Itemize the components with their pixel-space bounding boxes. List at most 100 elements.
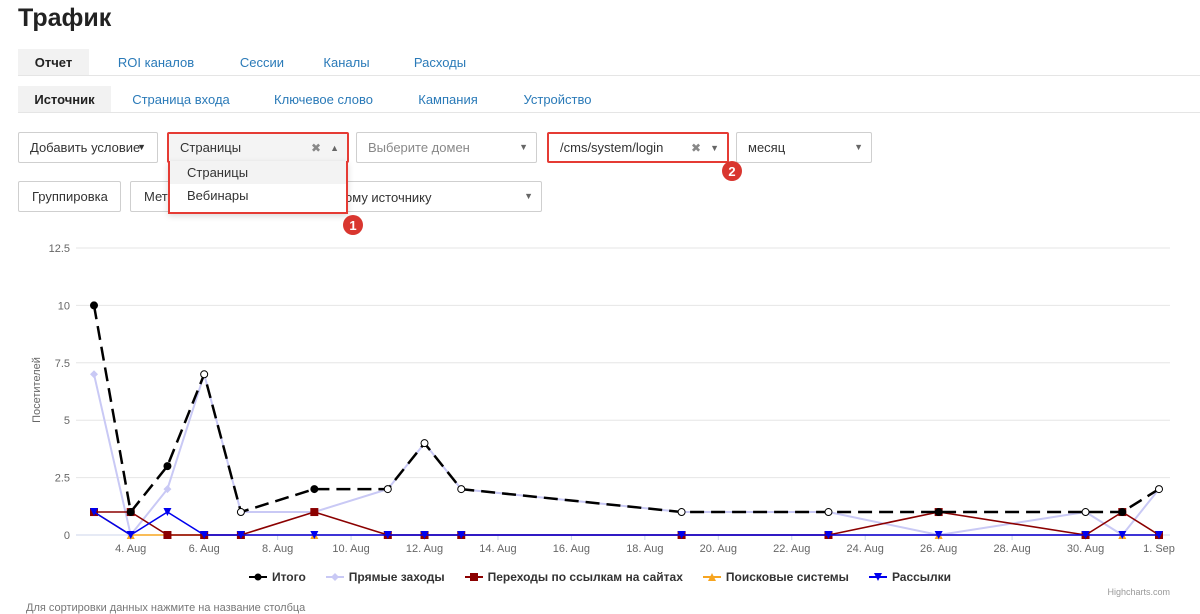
x-axis: 4. Aug 6. Aug 8. Aug 10. Aug 12. Aug 14. Aug 1… bbox=[115, 535, 1175, 555]
x-tick-label: 10. Aug bbox=[332, 543, 369, 555]
period-select[interactable]: месяц ▼ bbox=[736, 132, 872, 163]
series-referral-point bbox=[457, 531, 466, 539]
series-mail-line bbox=[93, 511, 1159, 536]
period-select-value: месяц bbox=[748, 140, 786, 155]
legend-label-total: Итого bbox=[271, 570, 306, 584]
tab-campaign[interactable]: Кампания bbox=[418, 91, 478, 107]
chart-grid bbox=[76, 247, 1170, 536]
series-search-point bbox=[1155, 531, 1163, 539]
series-direct-point bbox=[236, 508, 245, 517]
type-dropdown-menu: Страницы Вебинары bbox=[168, 161, 348, 214]
series-mail-point bbox=[1081, 531, 1090, 539]
add-condition-button[interactable]: Добавить условие ▼ bbox=[18, 132, 158, 163]
tab-landing-page[interactable]: Страница входа bbox=[132, 91, 230, 107]
subtabbar-divider bbox=[18, 112, 1200, 113]
domain-select[interactable]: Выберите домен ▼ bbox=[356, 132, 537, 163]
legend-item-search[interactable]: Поисковые системы bbox=[702, 570, 849, 584]
series-direct-point bbox=[126, 531, 135, 539]
tab-expenses[interactable]: Расходы bbox=[413, 54, 467, 70]
page-select[interactable]: /cms/system/login ✖ ▼ bbox=[547, 132, 729, 163]
series-search-point bbox=[677, 531, 686, 539]
annotation-badge-2: 2 bbox=[722, 161, 742, 181]
series-referral-point bbox=[236, 531, 245, 539]
series-referral-point bbox=[200, 531, 209, 539]
tab-sessions[interactable]: Сессии bbox=[239, 54, 285, 70]
clear-icon[interactable]: ✖ bbox=[690, 141, 701, 155]
chart-legend: Итого Прямые заходы Переходы по ссылкам … bbox=[0, 570, 1200, 584]
legend-marker-diamond-icon bbox=[325, 573, 344, 581]
series-search-point bbox=[824, 531, 833, 539]
series-direct-point bbox=[200, 370, 209, 379]
tab-roi-channels[interactable]: ROI каналов bbox=[117, 54, 195, 70]
series-referral-point bbox=[383, 531, 392, 539]
series-total-point bbox=[90, 301, 98, 310]
series-search-point bbox=[1081, 531, 1090, 539]
legend-item-referral[interactable]: Переходы по ссылкам на сайтах bbox=[464, 570, 683, 584]
series-direct-point bbox=[383, 485, 392, 494]
series-referral-point bbox=[1118, 508, 1127, 517]
type-select[interactable]: Страницы ✖ ▲ bbox=[167, 132, 349, 163]
series-search-point bbox=[457, 531, 466, 539]
y-axis: 0 2.5 5 7.5 10 12.5 bbox=[49, 243, 70, 542]
y-tick-label: 10 bbox=[58, 300, 70, 312]
series-total-point bbox=[420, 439, 429, 448]
series-direct-point bbox=[1081, 508, 1090, 517]
series-total-line bbox=[92, 305, 1160, 514]
tab-source[interactable]: Источник bbox=[18, 86, 111, 112]
primary-tabs: Отчет ROI каналов Сессии Каналы Расходы bbox=[18, 49, 488, 75]
domain-placeholder: Выберите домен bbox=[368, 140, 470, 155]
legend-label-direct: Прямые заходы bbox=[348, 570, 445, 584]
source-partial-label: ому источнику bbox=[345, 190, 432, 205]
chevron-down-icon: ▼ bbox=[854, 142, 863, 152]
y-tick-label: 5 bbox=[64, 415, 70, 427]
chart-series bbox=[90, 301, 1163, 539]
type-select-value: Страницы bbox=[180, 140, 242, 155]
legend-item-total[interactable]: Итого bbox=[248, 570, 306, 584]
series-search-point bbox=[934, 531, 943, 539]
tab-report[interactable]: Отчет bbox=[18, 49, 89, 75]
series-direct-point bbox=[163, 485, 172, 494]
series-mail-point bbox=[457, 531, 466, 539]
page-select-value: /cms/system/login bbox=[560, 140, 664, 155]
tab-device[interactable]: Устройство bbox=[523, 91, 592, 107]
series-search-point bbox=[1118, 531, 1127, 539]
series-referral-point bbox=[126, 508, 135, 517]
tab-keyword[interactable]: Ключевое слово bbox=[274, 91, 373, 107]
legend-item-mail[interactable]: Рассылки bbox=[868, 570, 951, 584]
x-tick-label: 16. Aug bbox=[553, 543, 590, 555]
page-title: Трафик bbox=[18, 4, 112, 32]
series-direct-point bbox=[824, 508, 833, 517]
dropdown-option-webinars[interactable]: Вебинары bbox=[187, 188, 249, 203]
series-mail-point bbox=[163, 508, 172, 517]
series-search-point bbox=[236, 531, 245, 539]
series-direct-point bbox=[310, 508, 319, 517]
chart-credits[interactable]: Highcharts.com bbox=[1107, 587, 1170, 597]
x-tick-label: 1. Sep bbox=[1143, 543, 1175, 555]
series-total-point bbox=[1155, 485, 1163, 494]
secondary-tabs: Источник Страница входа Ключевое слово К… bbox=[18, 86, 615, 112]
series-referral-point bbox=[90, 508, 98, 517]
x-tick-label: 22. Aug bbox=[773, 543, 810, 555]
series-search-point bbox=[310, 531, 319, 539]
caret-down-icon: ▼ bbox=[137, 142, 146, 152]
annotation-badge-1: 1 bbox=[343, 215, 363, 235]
series-direct-point bbox=[1155, 485, 1163, 494]
x-tick-label: 28. Aug bbox=[993, 543, 1030, 555]
x-tick-label: 14. Aug bbox=[479, 543, 516, 555]
series-mail-point bbox=[126, 531, 135, 539]
series-direct-point bbox=[90, 370, 98, 379]
sort-hint: Для сортировки данных нажмите на названи… bbox=[26, 602, 306, 614]
legend-item-direct[interactable]: Прямые заходы bbox=[325, 570, 445, 584]
y-tick-label: 12.5 bbox=[49, 243, 70, 255]
tab-channels[interactable]: Каналы bbox=[323, 54, 370, 70]
y-tick-label: 7.5 bbox=[55, 358, 70, 370]
series-mail-point bbox=[1155, 531, 1163, 539]
clear-icon[interactable]: ✖ bbox=[310, 141, 321, 155]
series-mail-point bbox=[236, 531, 245, 539]
legend-marker-square-icon bbox=[464, 573, 483, 581]
grouping-button[interactable]: Группировка bbox=[18, 181, 121, 212]
dropdown-option-pages[interactable]: Страницы bbox=[170, 161, 346, 184]
chevron-down-icon: ▼ bbox=[524, 191, 533, 201]
series-search-point bbox=[163, 531, 172, 539]
series-direct-line bbox=[93, 373, 1160, 536]
